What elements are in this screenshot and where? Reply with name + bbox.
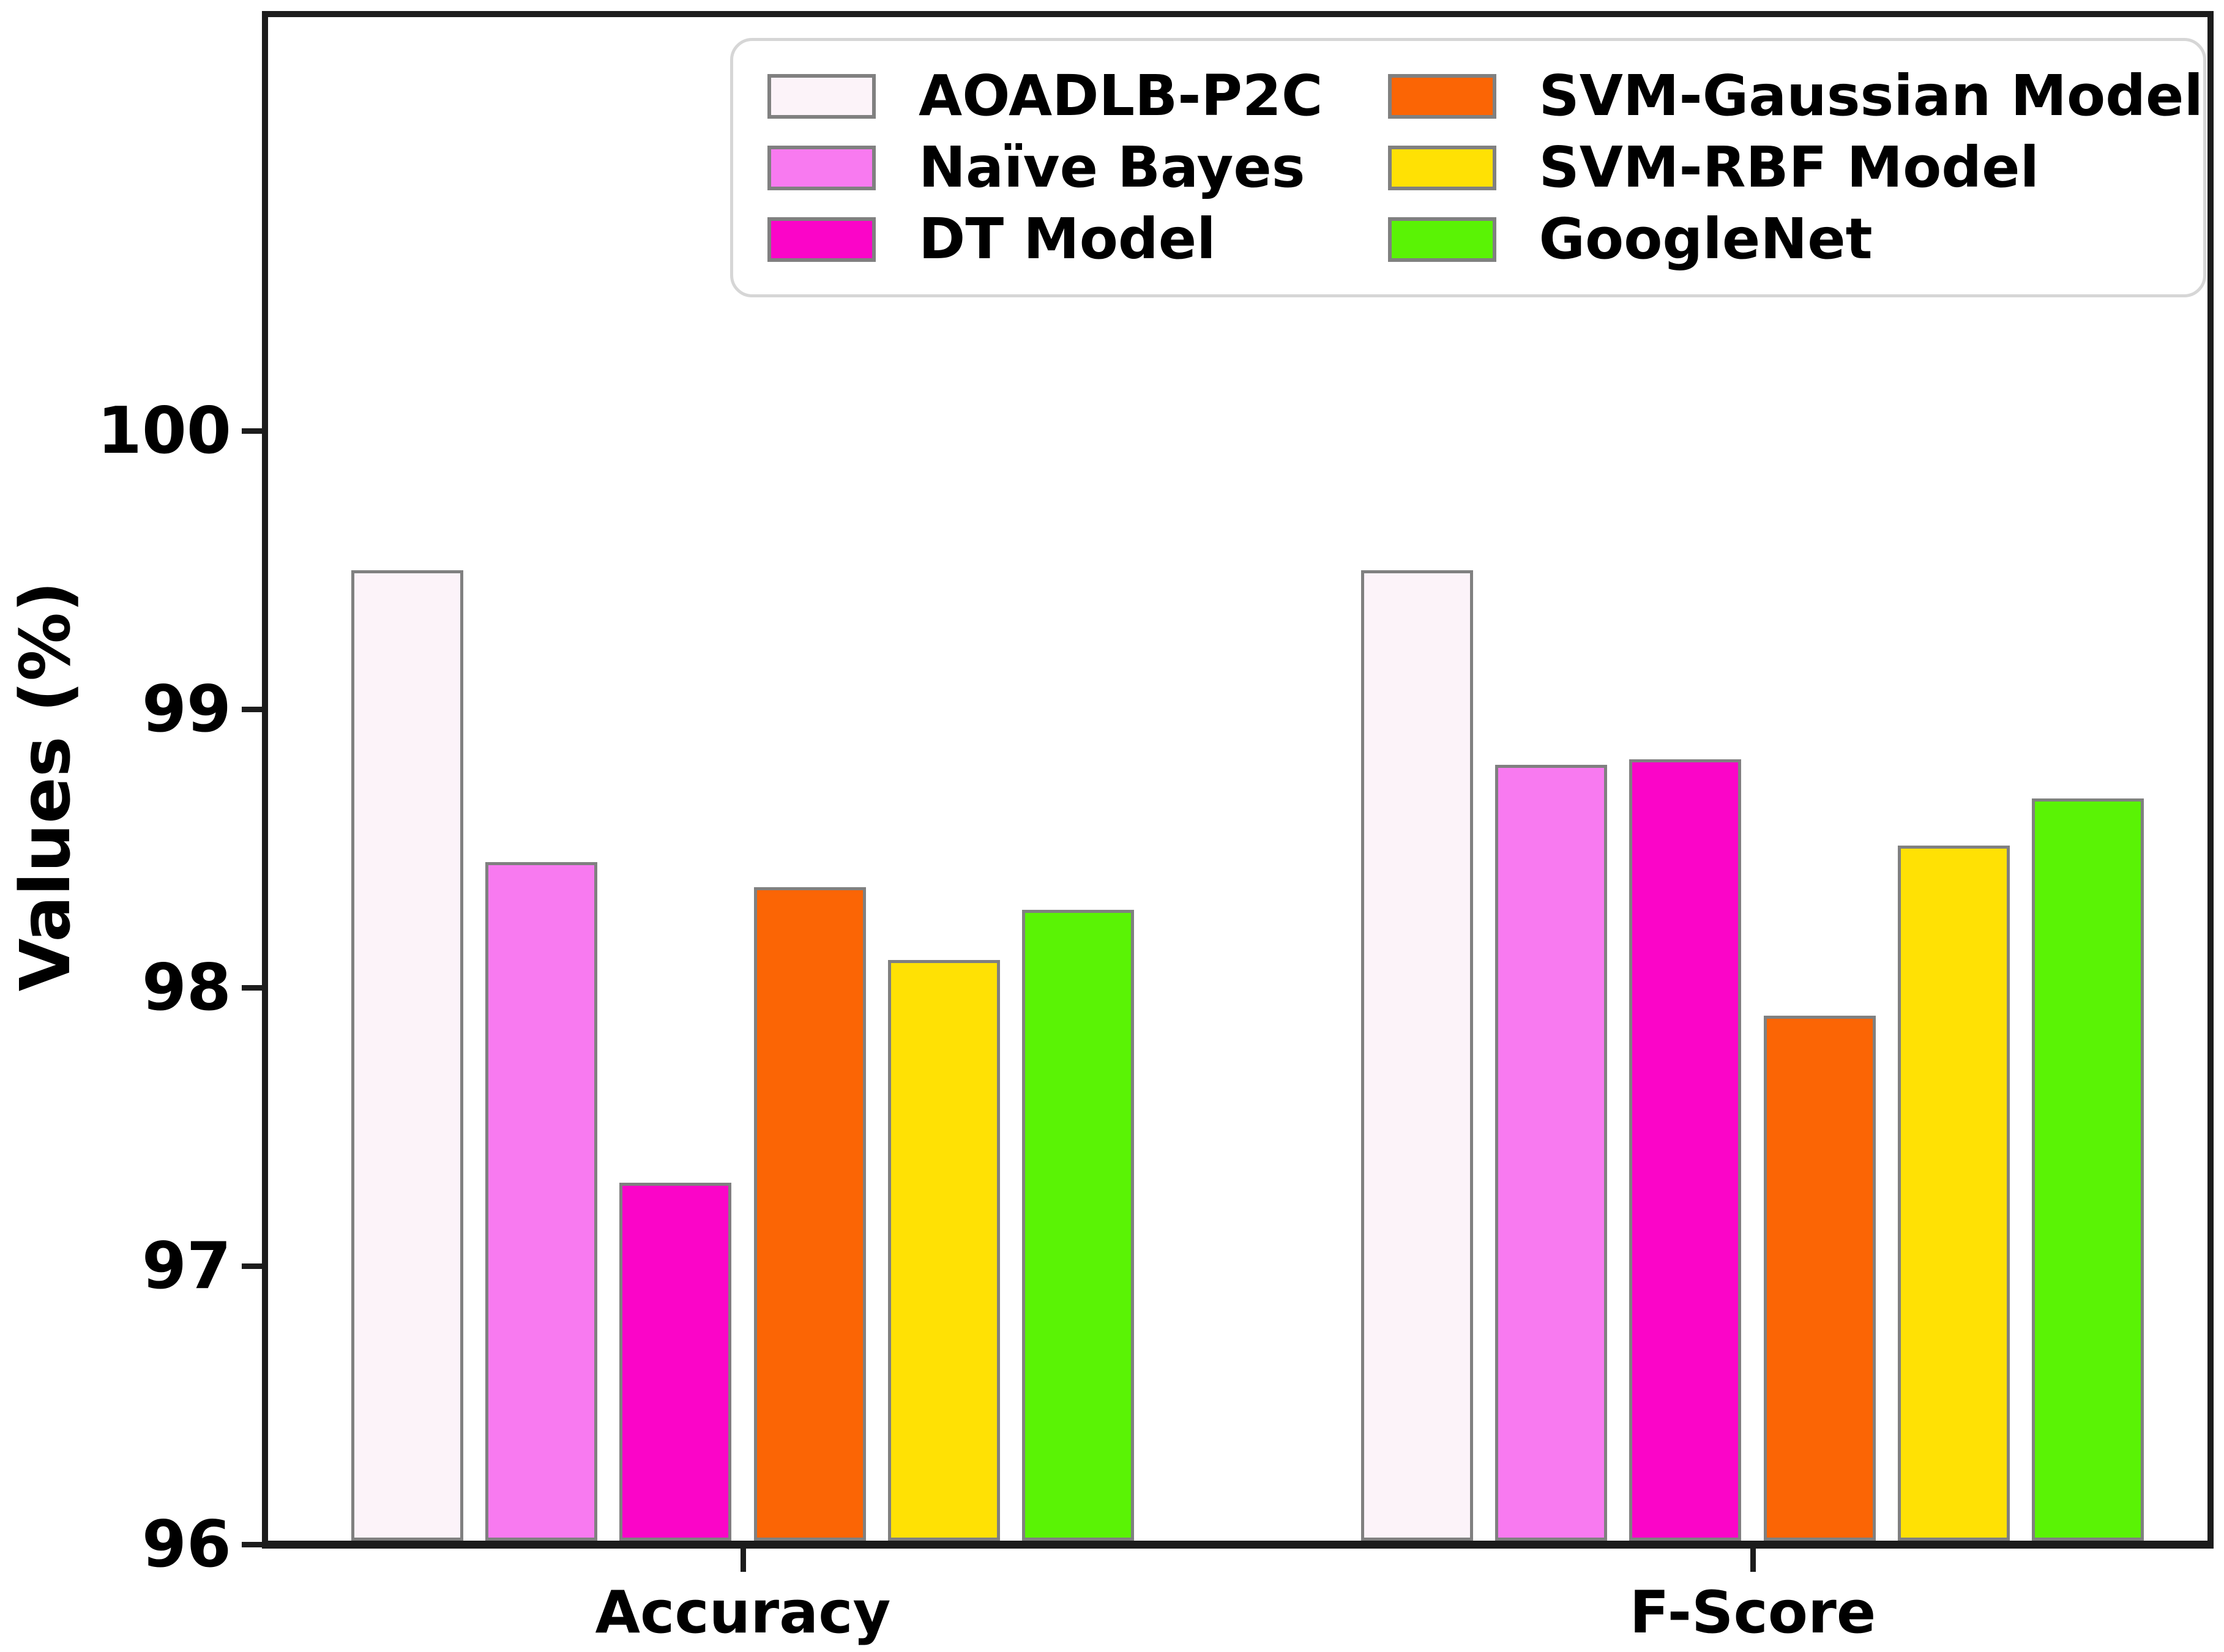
- bar-dt-model-f-score: [1629, 759, 1742, 1541]
- legend-column-2: SVM-Gaussian Model SVM-RBF Model GoogleN…: [1387, 62, 2204, 273]
- x-tick-mark: [1750, 1549, 1756, 1572]
- y-tick-mark: [242, 1263, 262, 1269]
- legend-label: SVM-Gaussian Model: [1539, 63, 2204, 128]
- legend-swatch-icon: [1387, 145, 1496, 190]
- bar-svm-rbf-model-f-score: [1897, 845, 2010, 1541]
- legend-swatch-icon: [767, 145, 876, 190]
- legend-label: Naïve Bayes: [919, 135, 1305, 200]
- legend-label: SVM-RBF Model: [1539, 135, 2040, 200]
- legend-swatch-icon: [1387, 217, 1496, 262]
- legend-item: DT Model: [767, 205, 1388, 273]
- legend-item: SVM-Gaussian Model: [1387, 62, 2204, 130]
- legend-item: AOADLB-P2C: [767, 62, 1388, 130]
- legend: AOADLB-P2C Naïve Bayes DT Model SVM-Gaus…: [730, 38, 2206, 297]
- y-tick-label: 98: [141, 950, 231, 1025]
- bar-naïve-bayes-f-score: [1495, 765, 1608, 1541]
- y-tick-mark: [242, 1541, 262, 1547]
- legend-swatch-icon: [1387, 73, 1496, 119]
- legend-swatch-icon: [767, 217, 876, 262]
- x-category-label: F-Score: [1629, 1579, 1876, 1646]
- legend-label: GoogleNet: [1539, 206, 1873, 272]
- x-category-label: Accuracy: [595, 1579, 891, 1646]
- bar-aoadlb-p2c-f-score: [1361, 570, 1473, 1541]
- legend-label: DT Model: [919, 206, 1216, 272]
- legend-swatch-icon: [767, 73, 876, 119]
- y-tick-label: 99: [141, 672, 231, 746]
- bar-svm-gaussian-model-accuracy: [753, 887, 866, 1541]
- bar-svm-rbf-model-accuracy: [887, 959, 1000, 1541]
- bar-svm-gaussian-model-f-score: [1763, 1015, 1876, 1541]
- bar-naïve-bayes-accuracy: [485, 862, 598, 1541]
- x-tick-mark: [740, 1549, 746, 1572]
- y-tick-label: 96: [141, 1507, 231, 1582]
- legend-item: SVM-RBF Model: [1387, 133, 2204, 202]
- y-tick-mark: [242, 706, 262, 712]
- legend-item: GoogleNet: [1387, 205, 2204, 273]
- legend-column-1: AOADLB-P2C Naïve Bayes DT Model: [767, 62, 1388, 273]
- legend-item: Naïve Bayes: [767, 133, 1388, 202]
- y-tick-mark: [242, 984, 262, 991]
- bar-aoadlb-p2c-accuracy: [351, 570, 463, 1541]
- bar-googlenet-f-score: [2032, 798, 2144, 1541]
- bar-dt-model-accuracy: [619, 1182, 732, 1541]
- y-tick-mark: [242, 428, 262, 434]
- y-tick-label: 97: [141, 1229, 231, 1303]
- legend-label: AOADLB-P2C: [919, 63, 1323, 128]
- bar-googlenet-accuracy: [1022, 909, 1134, 1541]
- y-tick-label: 100: [97, 393, 231, 468]
